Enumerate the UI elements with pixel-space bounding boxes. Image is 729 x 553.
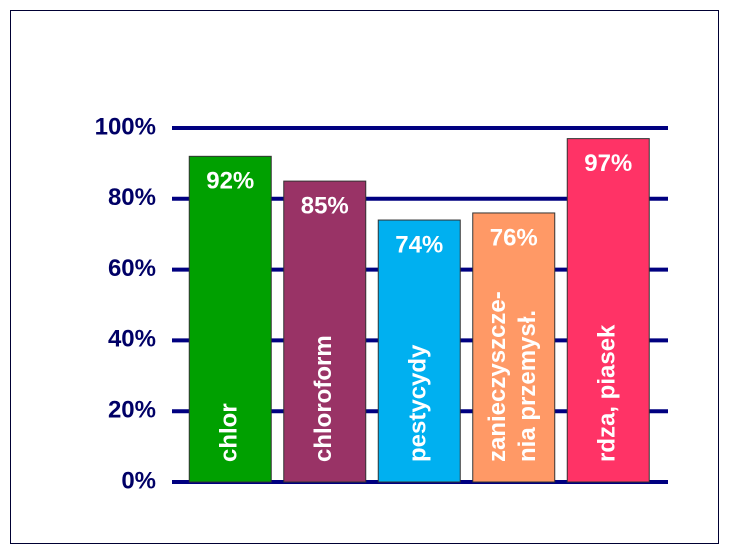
category-label: rdza, piasek bbox=[594, 324, 621, 462]
value-label: 85% bbox=[301, 192, 349, 219]
bar bbox=[283, 180, 367, 483]
category-label-line: pestycydy bbox=[405, 344, 432, 462]
y-tick-label: 0% bbox=[121, 467, 156, 494]
value-label: 74% bbox=[395, 231, 443, 258]
bar bbox=[472, 212, 556, 483]
category-label: chlor bbox=[216, 403, 243, 462]
category-label: chloroform bbox=[310, 335, 337, 462]
category-label-line: chloroform bbox=[310, 335, 337, 462]
value-label: 76% bbox=[490, 224, 538, 251]
y-tick-label: 80% bbox=[108, 184, 156, 211]
y-tick-label: 20% bbox=[108, 397, 156, 424]
bar bbox=[188, 155, 272, 483]
bar bbox=[377, 219, 461, 483]
value-label: 97% bbox=[584, 150, 632, 177]
bar bbox=[566, 138, 650, 483]
category-label-line: zanieczyszcze- bbox=[484, 291, 511, 462]
value-label: 92% bbox=[206, 168, 254, 195]
category-label: zanieczyszcze-nia przemysł. bbox=[484, 291, 541, 462]
category-label-line: rdza, piasek bbox=[594, 324, 621, 462]
y-tick-label: 40% bbox=[108, 326, 156, 353]
y-tick-label: 100% bbox=[95, 113, 156, 140]
y-tick-label: 60% bbox=[108, 255, 156, 282]
category-label-line: nia przemysł. bbox=[514, 310, 541, 462]
category-label: pestycydy bbox=[405, 344, 432, 462]
category-label-line: chlor bbox=[216, 403, 243, 462]
